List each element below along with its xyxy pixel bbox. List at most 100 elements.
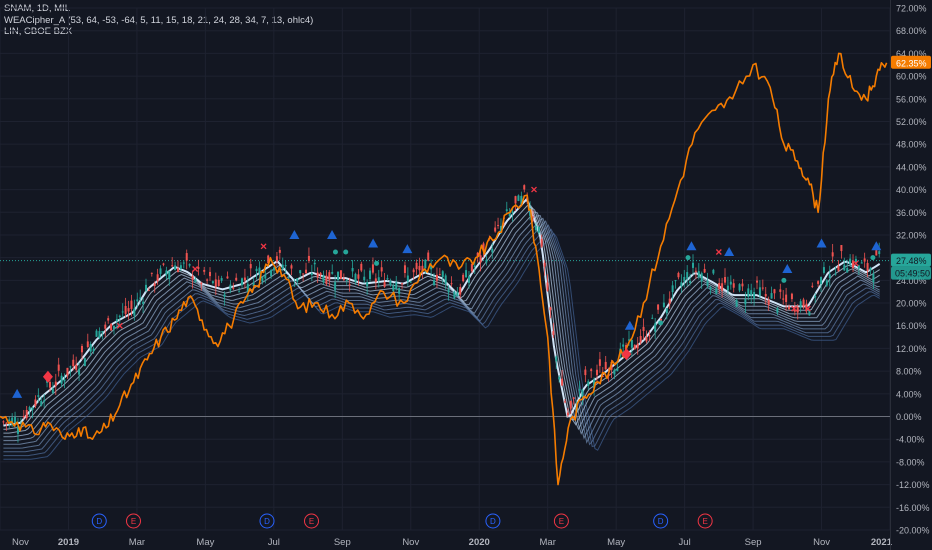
candle-body xyxy=(307,255,310,262)
candle-body xyxy=(147,290,150,292)
buy-signal-triangle xyxy=(327,229,338,239)
candle-body xyxy=(796,306,799,313)
y-tick-label: 40.00% xyxy=(896,185,927,195)
candle-body xyxy=(683,276,686,282)
buy-signal-triangle xyxy=(289,229,300,239)
candle-body xyxy=(613,369,616,375)
candle-body xyxy=(16,426,19,434)
candle-body xyxy=(188,264,191,266)
candle-body xyxy=(822,267,825,273)
candle-body xyxy=(674,280,677,282)
candle-body xyxy=(659,318,662,321)
y-tick-label: -4.00% xyxy=(896,435,925,445)
candle-body xyxy=(837,266,840,271)
candle-body xyxy=(657,304,660,310)
candle-body xyxy=(447,289,450,293)
candle-body xyxy=(5,422,8,424)
candle-body xyxy=(662,302,665,308)
candle-body xyxy=(785,294,788,302)
dividend-marker[interactable] xyxy=(91,513,107,529)
candle-body xyxy=(249,264,252,269)
candle-body xyxy=(706,280,709,286)
candle-body xyxy=(750,290,753,296)
countdown-label: 05:49:50 xyxy=(895,269,930,279)
dot-marker xyxy=(781,277,787,283)
candle-body xyxy=(549,307,552,311)
y-tick-label: 16.00% xyxy=(896,321,927,331)
candle-body xyxy=(511,211,514,214)
candle-body xyxy=(171,265,174,267)
candle-body xyxy=(593,379,596,388)
candle-body xyxy=(2,421,5,423)
candle-body xyxy=(357,274,360,279)
candle-body xyxy=(543,262,546,267)
compare-title[interactable]: LIN, CBOE BZX xyxy=(4,26,73,37)
candle-body xyxy=(811,285,814,287)
candle-body xyxy=(200,282,203,285)
compare-line-lin xyxy=(0,52,888,486)
candle-body xyxy=(508,212,511,217)
candle-body xyxy=(793,309,796,312)
wave-band xyxy=(3,224,880,453)
candle-body xyxy=(325,275,328,284)
candle-body xyxy=(51,388,54,394)
candle-body xyxy=(584,369,587,376)
indicator-title[interactable]: WEACipher_A (53, 64, -53, -64, 5, 11, 15… xyxy=(4,14,314,26)
candle-body xyxy=(820,276,823,285)
candle-body xyxy=(351,268,354,272)
candle-body xyxy=(572,397,575,400)
x-tick-label: Sep xyxy=(334,537,351,548)
candle-body xyxy=(281,264,284,269)
candle-body xyxy=(130,300,133,309)
cross-marker xyxy=(192,266,199,272)
candle-body xyxy=(43,400,46,402)
candle-body xyxy=(636,343,639,349)
candle-body xyxy=(328,272,331,280)
candle-body xyxy=(418,265,421,271)
candle-body xyxy=(866,263,869,271)
candle-body xyxy=(28,407,31,411)
earnings-marker[interactable] xyxy=(126,513,141,529)
x-tick-label: Jul xyxy=(679,537,691,548)
candle-body xyxy=(316,272,319,278)
candle-body xyxy=(441,271,444,278)
candle-body xyxy=(310,273,313,275)
candle-body xyxy=(677,272,680,278)
earnings-marker[interactable] xyxy=(697,513,713,529)
candle-body xyxy=(505,209,508,211)
buy-signal-triangle xyxy=(368,238,379,248)
candle-body xyxy=(473,265,476,268)
candle-body xyxy=(243,277,246,281)
x-tick-label: Nov xyxy=(813,537,830,548)
candle-body xyxy=(386,278,389,280)
candle-body xyxy=(369,270,372,280)
candle-body xyxy=(383,281,386,287)
candle-body xyxy=(305,269,308,274)
candle-body xyxy=(302,273,305,275)
candle-body xyxy=(552,331,555,335)
candle-body xyxy=(598,359,601,366)
earnings-marker[interactable] xyxy=(553,513,569,529)
candle-body xyxy=(319,272,322,276)
buy-signal-triangle xyxy=(402,244,413,254)
cross-marker xyxy=(531,186,537,193)
dividend-marker[interactable] xyxy=(485,513,501,529)
candle-body xyxy=(863,258,866,262)
candle-body xyxy=(232,287,235,289)
dividend-marker[interactable] xyxy=(653,513,669,529)
candle-body xyxy=(293,285,296,287)
candle-body xyxy=(174,265,177,271)
candle-body xyxy=(566,412,569,416)
wave-band xyxy=(3,228,880,457)
earnings-marker[interactable] xyxy=(304,513,319,529)
candle-body xyxy=(700,273,703,282)
candle-body xyxy=(11,417,14,425)
x-tick-label: May xyxy=(196,537,214,548)
candle-body xyxy=(392,285,395,292)
candle-body xyxy=(89,344,92,352)
candle-body xyxy=(34,399,37,407)
candle-body xyxy=(724,277,727,283)
candle-body xyxy=(31,407,34,410)
dividend-marker[interactable] xyxy=(259,513,275,529)
